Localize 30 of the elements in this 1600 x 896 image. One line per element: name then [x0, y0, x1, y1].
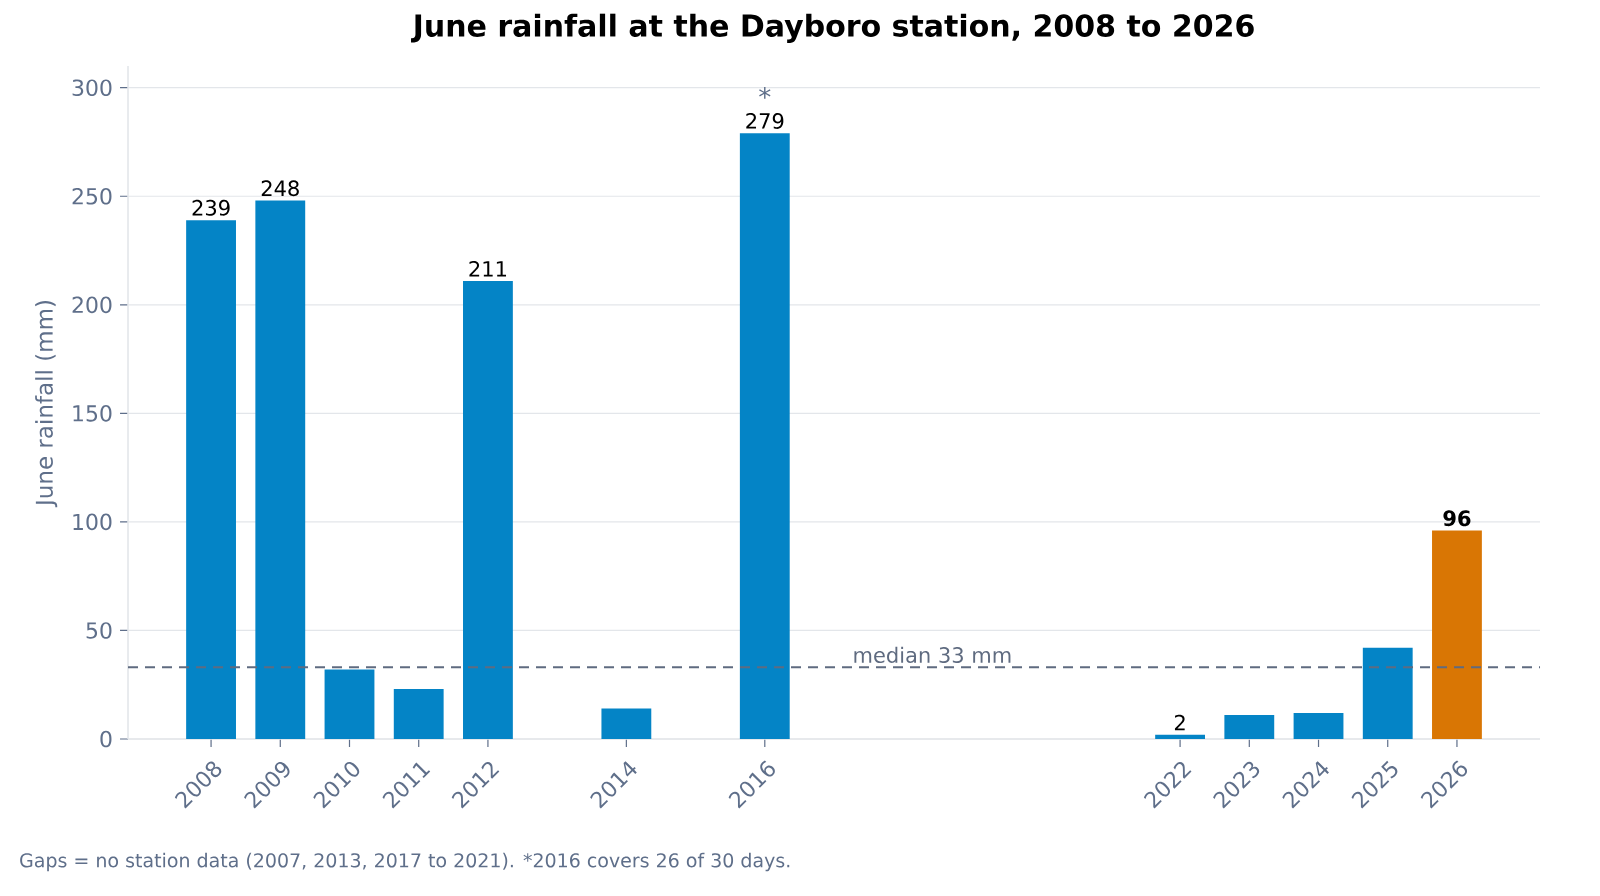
y-tick-label: 250	[72, 187, 112, 205]
bar	[1155, 734, 1206, 739]
y-tick-label: 50	[86, 622, 112, 639]
ref-line-label: median 33 mm	[854, 646, 1011, 663]
bar	[1293, 712, 1344, 739]
annotation: *	[759, 86, 771, 99]
y-tick-label: 150	[73, 405, 112, 422]
bar	[601, 708, 652, 739]
bar	[463, 280, 513, 739]
bar	[1432, 530, 1482, 739]
data-label: 2	[1174, 714, 1185, 731]
y-tick-label: 100	[73, 513, 112, 531]
y-axis-title: June rainfall (mm)	[35, 301, 58, 508]
bar	[393, 689, 444, 739]
y-tick-label: 0	[100, 730, 112, 748]
bar	[324, 669, 375, 739]
data-label: 239	[192, 199, 230, 216]
text: Gaps = no station data (2007, 2013, 2017 to 2021). *2016 covers 26 of 30 days.	[20, 852, 790, 872]
bar	[739, 133, 790, 739]
data-label: 96	[1443, 510, 1471, 527]
y-tick-label: 300	[72, 79, 112, 97]
bar	[1224, 715, 1275, 739]
data-label: 211	[469, 260, 507, 277]
data-label: 248	[261, 180, 299, 197]
y-tick-label: 200	[72, 296, 112, 314]
bar	[255, 200, 306, 739]
bar	[1362, 647, 1413, 739]
bar	[186, 220, 236, 739]
data-label: 279	[746, 113, 784, 129]
chart-title: June rainfall at the Dayboro station, 2008 to 2026	[411, 13, 1254, 43]
